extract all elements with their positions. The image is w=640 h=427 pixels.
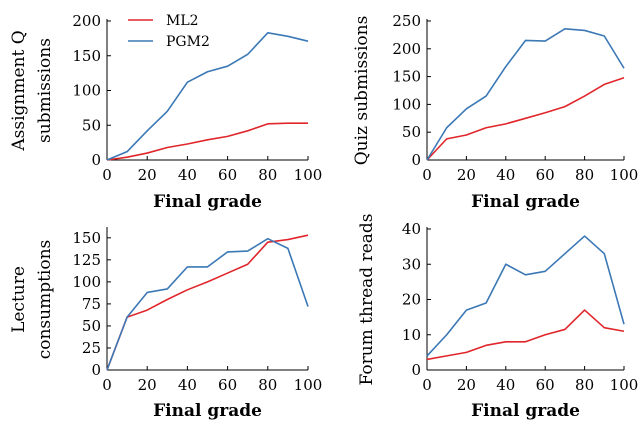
y-axis-label: Quiz submissions xyxy=(352,16,372,166)
series-line-pgm2 xyxy=(426,235,625,357)
x-tick-label: 80 xyxy=(575,166,594,184)
y-tick-label: 150 xyxy=(72,47,101,65)
y-tick-label: 40 xyxy=(402,220,421,238)
y-tick-label: 20 xyxy=(402,291,421,309)
y-tick-label: 30 xyxy=(402,255,421,273)
y-tick-label: 150 xyxy=(392,68,421,86)
x-tick-label: 100 xyxy=(610,166,639,184)
y-tick-label: 50 xyxy=(82,116,101,134)
chart-panel-2: 0 20 40 60 80 100 0 50 100 150 200 250 Final grade Qu… xyxy=(352,12,638,212)
y-tick-label: 250 xyxy=(392,12,421,30)
x-tick-label: 20 xyxy=(138,376,157,394)
x-tick-label: 20 xyxy=(457,376,476,394)
x-tick-label: 0 xyxy=(102,376,112,394)
y-tick-label: 0 xyxy=(411,361,421,379)
series-line-ml2 xyxy=(106,122,308,161)
y-tick-label: 10 xyxy=(402,326,421,344)
chart-panel-3: 0 20 40 60 80 100 0 25 50 75 100 125 150 Final grade L… xyxy=(9,227,322,421)
y-tick-label: 150 xyxy=(72,229,101,247)
x-tick-label: 60 xyxy=(218,376,237,394)
y-tick-label: 25 xyxy=(82,339,101,357)
x-axis-label: Final grade xyxy=(153,401,262,421)
y-axis-label: Forum thread reads xyxy=(357,213,377,385)
legend: ML2 PGM2 xyxy=(128,13,210,50)
x-tick-label: 40 xyxy=(496,166,515,184)
y-tick-label: 100 xyxy=(72,273,101,291)
x-tick-label: 40 xyxy=(178,166,197,184)
y-tick-label: 0 xyxy=(411,151,421,169)
y-axis-label: consumptions xyxy=(35,240,55,360)
series-line-pgm2 xyxy=(106,237,309,371)
x-tick-label: 40 xyxy=(496,376,515,394)
series-line-pgm2 xyxy=(106,32,309,161)
y-tick-label: 0 xyxy=(91,361,101,379)
y-tick-label: 75 xyxy=(82,295,101,313)
x-axis-label: Final grade xyxy=(471,192,580,212)
x-tick-label: 20 xyxy=(138,166,157,184)
x-tick-label: 100 xyxy=(610,376,639,394)
y-tick-label: 100 xyxy=(392,95,421,113)
x-tick-label: 0 xyxy=(422,166,432,184)
y-tick-label: 50 xyxy=(82,317,101,335)
x-axis-label: Final grade xyxy=(153,192,262,212)
x-tick-label: 80 xyxy=(258,166,277,184)
x-tick-label: 60 xyxy=(536,166,555,184)
x-tick-label: 20 xyxy=(457,166,476,184)
y-axis-label: Assignment Q xyxy=(9,30,29,151)
series-line-ml2 xyxy=(106,234,309,371)
y-axis-label: Lecture xyxy=(9,266,29,333)
legend-label-ml2: ML2 xyxy=(166,13,199,29)
x-tick-label: 60 xyxy=(536,376,555,394)
y-tick-label: 125 xyxy=(72,251,101,269)
x-tick-label: 100 xyxy=(294,166,323,184)
y-tick-label: 0 xyxy=(91,151,101,169)
x-axis-label: Final grade xyxy=(471,401,580,421)
x-tick-label: 80 xyxy=(258,376,277,394)
y-tick-label: 200 xyxy=(72,12,101,30)
chart-panel-1: 0 20 40 60 80 100 0 50 100 150 200 Final grade Assig… xyxy=(9,12,322,212)
x-tick-label: 60 xyxy=(218,166,237,184)
x-tick-label: 100 xyxy=(294,376,323,394)
series-line-ml2 xyxy=(426,309,625,361)
y-axis-label: submissions xyxy=(35,38,55,143)
x-tick-label: 80 xyxy=(575,376,594,394)
x-tick-label: 40 xyxy=(178,376,197,394)
legend-label-pgm2: PGM2 xyxy=(166,34,210,50)
x-tick-label: 0 xyxy=(422,376,432,394)
y-tick-label: 200 xyxy=(392,40,421,58)
series-line-pgm2 xyxy=(426,27,625,161)
y-tick-label: 50 xyxy=(402,123,421,141)
y-tick-label: 100 xyxy=(72,82,101,100)
chart-panel-4: 0 20 40 60 80 100 0 10 20 30 40 Final grade Forum th… xyxy=(357,213,638,421)
series-line-ml2 xyxy=(426,76,625,161)
x-tick-label: 0 xyxy=(102,166,112,184)
